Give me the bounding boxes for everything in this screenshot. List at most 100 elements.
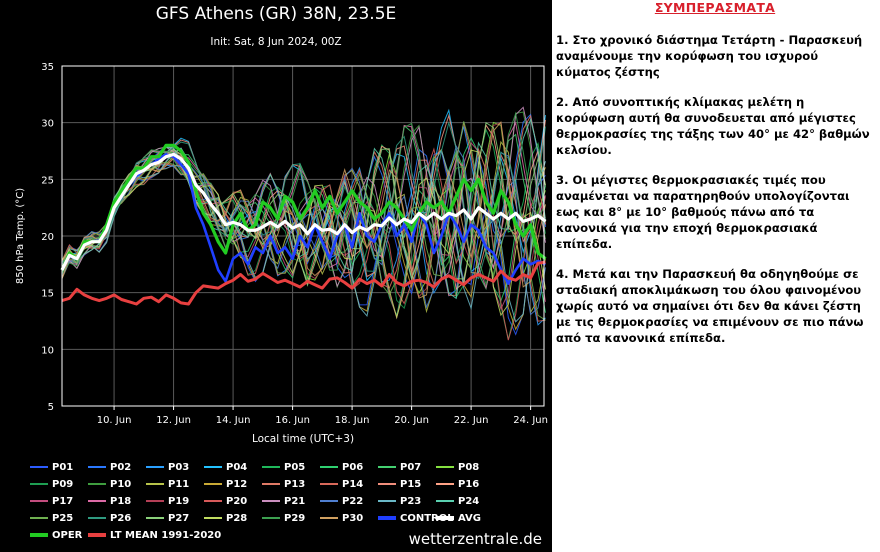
x-tick-label: 24. Jun <box>513 415 548 426</box>
legend-item-lt-mean-1991-2020: LT MEAN 1991-2020 <box>88 530 221 544</box>
legend-label: P12 <box>226 479 248 490</box>
legend-label: P30 <box>342 513 364 524</box>
legend-swatch <box>262 466 280 468</box>
legend-item-p22: P22 <box>320 496 363 510</box>
x-axis-label: Local time (UTC+3) <box>252 433 354 445</box>
legend-label: P27 <box>168 513 190 524</box>
series-line-avg <box>60 152 547 271</box>
legend-item-p05: P05 <box>262 462 305 476</box>
legend-item-p01: P01 <box>30 462 73 476</box>
legend-label: P20 <box>226 496 248 507</box>
legend-item-p08: P08 <box>436 462 479 476</box>
conclusion-paragraph-2: 2. Από συνοπτικής κλίμακας μελέτη η κορύ… <box>556 95 870 157</box>
legend-item-oper: OPER <box>30 530 82 544</box>
legend-label: P04 <box>226 462 248 473</box>
x-tick-label: 10. Jun <box>97 415 132 426</box>
legend-item-p23: P23 <box>378 496 421 510</box>
series-line-oper <box>60 143 547 271</box>
x-tick-label: 22. Jun <box>454 415 489 426</box>
legend-label: P19 <box>168 496 190 507</box>
legend-swatch <box>436 466 454 468</box>
legend-item-p11: P11 <box>146 479 189 493</box>
legend-item-p09: P09 <box>30 479 73 493</box>
legend-swatch <box>436 516 454 520</box>
legend-swatch <box>378 500 396 502</box>
legend-item-p18: P18 <box>88 496 131 510</box>
legend-label: P07 <box>400 462 422 473</box>
legend-label: CONTROL <box>400 513 454 524</box>
legend-label: P11 <box>168 479 190 490</box>
legend-item-p07: P07 <box>378 462 421 476</box>
legend-item-p25: P25 <box>30 513 73 527</box>
legend-swatch <box>30 517 48 519</box>
legend-item-p29: P29 <box>262 513 305 527</box>
conclusion-paragraph-1: 1. Στο χρονικό διάστημα Τετάρτη - Παρασκ… <box>556 33 863 79</box>
legend-label: P22 <box>342 496 364 507</box>
legend-label: P16 <box>458 479 480 490</box>
legend-label: OPER <box>52 530 83 541</box>
legend-item-p06: P06 <box>320 462 363 476</box>
legend-item-p02: P02 <box>88 462 131 476</box>
legend-swatch <box>320 500 338 502</box>
legend-label: P29 <box>284 513 306 524</box>
legend-label: P21 <box>284 496 306 507</box>
legend-label: P26 <box>110 513 132 524</box>
legend-swatch <box>204 500 222 502</box>
legend-label: P24 <box>458 496 480 507</box>
y-tick-label: 10 <box>41 345 54 356</box>
legend-label: P10 <box>110 479 132 490</box>
legend-item-p04: P04 <box>204 462 247 476</box>
legend-swatch <box>30 466 48 468</box>
legend-item-p15: P15 <box>378 479 421 493</box>
legend-label: P01 <box>52 462 74 473</box>
legend-swatch <box>146 517 164 519</box>
conclusions-heading: ΣΥΜΠΕΡΑΣΜΑΤΑ <box>654 0 776 15</box>
legend-label: P14 <box>342 479 364 490</box>
legend-label: P13 <box>284 479 306 490</box>
legend-swatch <box>146 500 164 502</box>
legend-swatch <box>262 483 280 485</box>
y-tick-label: 25 <box>41 175 54 186</box>
legend-swatch <box>262 517 280 519</box>
legend-label: P25 <box>52 513 74 524</box>
legend-item-p27: P27 <box>146 513 189 527</box>
legend-swatch <box>88 517 106 519</box>
legend-swatch <box>204 483 222 485</box>
legend-swatch <box>146 483 164 485</box>
plot-frame <box>61 65 545 407</box>
x-tick-label: 18. Jun <box>335 415 370 426</box>
legend-swatch <box>204 466 222 468</box>
legend-swatch <box>30 483 48 485</box>
legend-label: P08 <box>458 462 480 473</box>
chart-title: GFS Athens (GR) 38N, 23.5E <box>155 4 397 24</box>
legend-swatch <box>378 483 396 485</box>
legend-item-p12: P12 <box>204 479 247 493</box>
legend-swatch <box>320 466 338 468</box>
legend-label: AVG <box>458 513 482 524</box>
legend-swatch <box>204 517 222 519</box>
legend-swatch <box>88 533 106 537</box>
y-tick-label: 20 <box>41 232 54 243</box>
conclusion-paragraph-4: 4. Μετά και την Παρασκευή θα οδηγηθούμε … <box>556 267 864 345</box>
conclusion-paragraph-3: 3. Οι μέγιστες θερμοκρασιακές τιμές που … <box>556 173 850 251</box>
series-line-lt-mean-1991-2020 <box>61 260 546 306</box>
legend-swatch <box>146 466 164 468</box>
legend-label: P06 <box>342 462 364 473</box>
legend-swatch <box>30 500 48 502</box>
legend-item-p20: P20 <box>204 496 247 510</box>
legend-swatch <box>436 483 454 485</box>
legend-swatch <box>436 500 454 502</box>
x-tick-label: 12. Jun <box>156 415 191 426</box>
legend-item-p21: P21 <box>262 496 305 510</box>
y-axis-label: 850 hPa Temp. (°C) <box>15 188 26 284</box>
legend-swatch <box>262 500 280 502</box>
x-tick-label: 20. Jun <box>394 415 429 426</box>
legend-item-p30: P30 <box>320 513 363 527</box>
member-line-p29 <box>61 111 546 287</box>
legend-item-control: CONTROL <box>378 513 454 527</box>
legend-item-p26: P26 <box>88 513 131 527</box>
watermark: wetterzentrale.de <box>408 530 542 548</box>
legend-item-p13: P13 <box>262 479 305 493</box>
x-tick-label: 14. Jun <box>216 415 251 426</box>
legend-label: P09 <box>52 479 74 490</box>
